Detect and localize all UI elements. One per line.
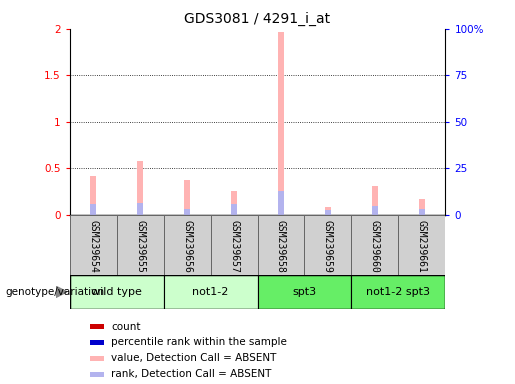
Text: GSM239661: GSM239661 xyxy=(417,220,427,273)
Text: genotype/variation: genotype/variation xyxy=(5,287,104,297)
Bar xyxy=(278,191,284,215)
Text: GSM239654: GSM239654 xyxy=(88,220,98,273)
Bar xyxy=(211,215,258,275)
Bar xyxy=(399,215,445,275)
Bar xyxy=(258,275,352,309)
Text: GSM239659: GSM239659 xyxy=(323,220,333,273)
Bar xyxy=(258,215,304,275)
Bar xyxy=(90,356,104,361)
Bar xyxy=(419,209,425,215)
Text: not1-2 spt3: not1-2 spt3 xyxy=(367,287,431,297)
Bar xyxy=(372,206,378,215)
Bar xyxy=(90,176,96,215)
Bar xyxy=(90,372,104,377)
Bar xyxy=(164,215,211,275)
Bar xyxy=(184,180,190,215)
Bar xyxy=(325,210,331,215)
Text: percentile rank within the sample: percentile rank within the sample xyxy=(111,338,287,348)
Bar xyxy=(90,204,96,215)
Bar xyxy=(70,275,164,309)
Bar xyxy=(372,186,378,215)
Text: GSM239655: GSM239655 xyxy=(135,220,145,273)
Text: GSM239657: GSM239657 xyxy=(229,220,239,273)
Bar xyxy=(184,209,190,215)
Bar xyxy=(352,275,445,309)
Text: GSM239656: GSM239656 xyxy=(182,220,192,273)
Bar xyxy=(137,203,143,215)
Polygon shape xyxy=(56,286,67,298)
Bar xyxy=(419,199,425,215)
Bar xyxy=(231,191,237,215)
Text: count: count xyxy=(111,322,141,332)
Bar xyxy=(90,340,104,345)
Bar xyxy=(70,215,116,275)
Bar xyxy=(278,31,284,215)
Bar xyxy=(90,324,104,329)
Bar xyxy=(164,275,258,309)
Text: GSM239660: GSM239660 xyxy=(370,220,380,273)
Text: value, Detection Call = ABSENT: value, Detection Call = ABSENT xyxy=(111,353,277,363)
Text: not1-2: not1-2 xyxy=(192,287,229,297)
Bar xyxy=(304,215,352,275)
Text: wild type: wild type xyxy=(91,287,142,297)
Bar xyxy=(352,215,399,275)
Bar xyxy=(325,207,331,215)
Bar xyxy=(116,215,164,275)
Title: GDS3081 / 4291_i_at: GDS3081 / 4291_i_at xyxy=(184,12,331,26)
Text: spt3: spt3 xyxy=(293,287,317,297)
Bar xyxy=(137,161,143,215)
Text: GSM239658: GSM239658 xyxy=(276,220,286,273)
Text: rank, Detection Call = ABSENT: rank, Detection Call = ABSENT xyxy=(111,369,272,379)
Bar xyxy=(231,204,237,215)
